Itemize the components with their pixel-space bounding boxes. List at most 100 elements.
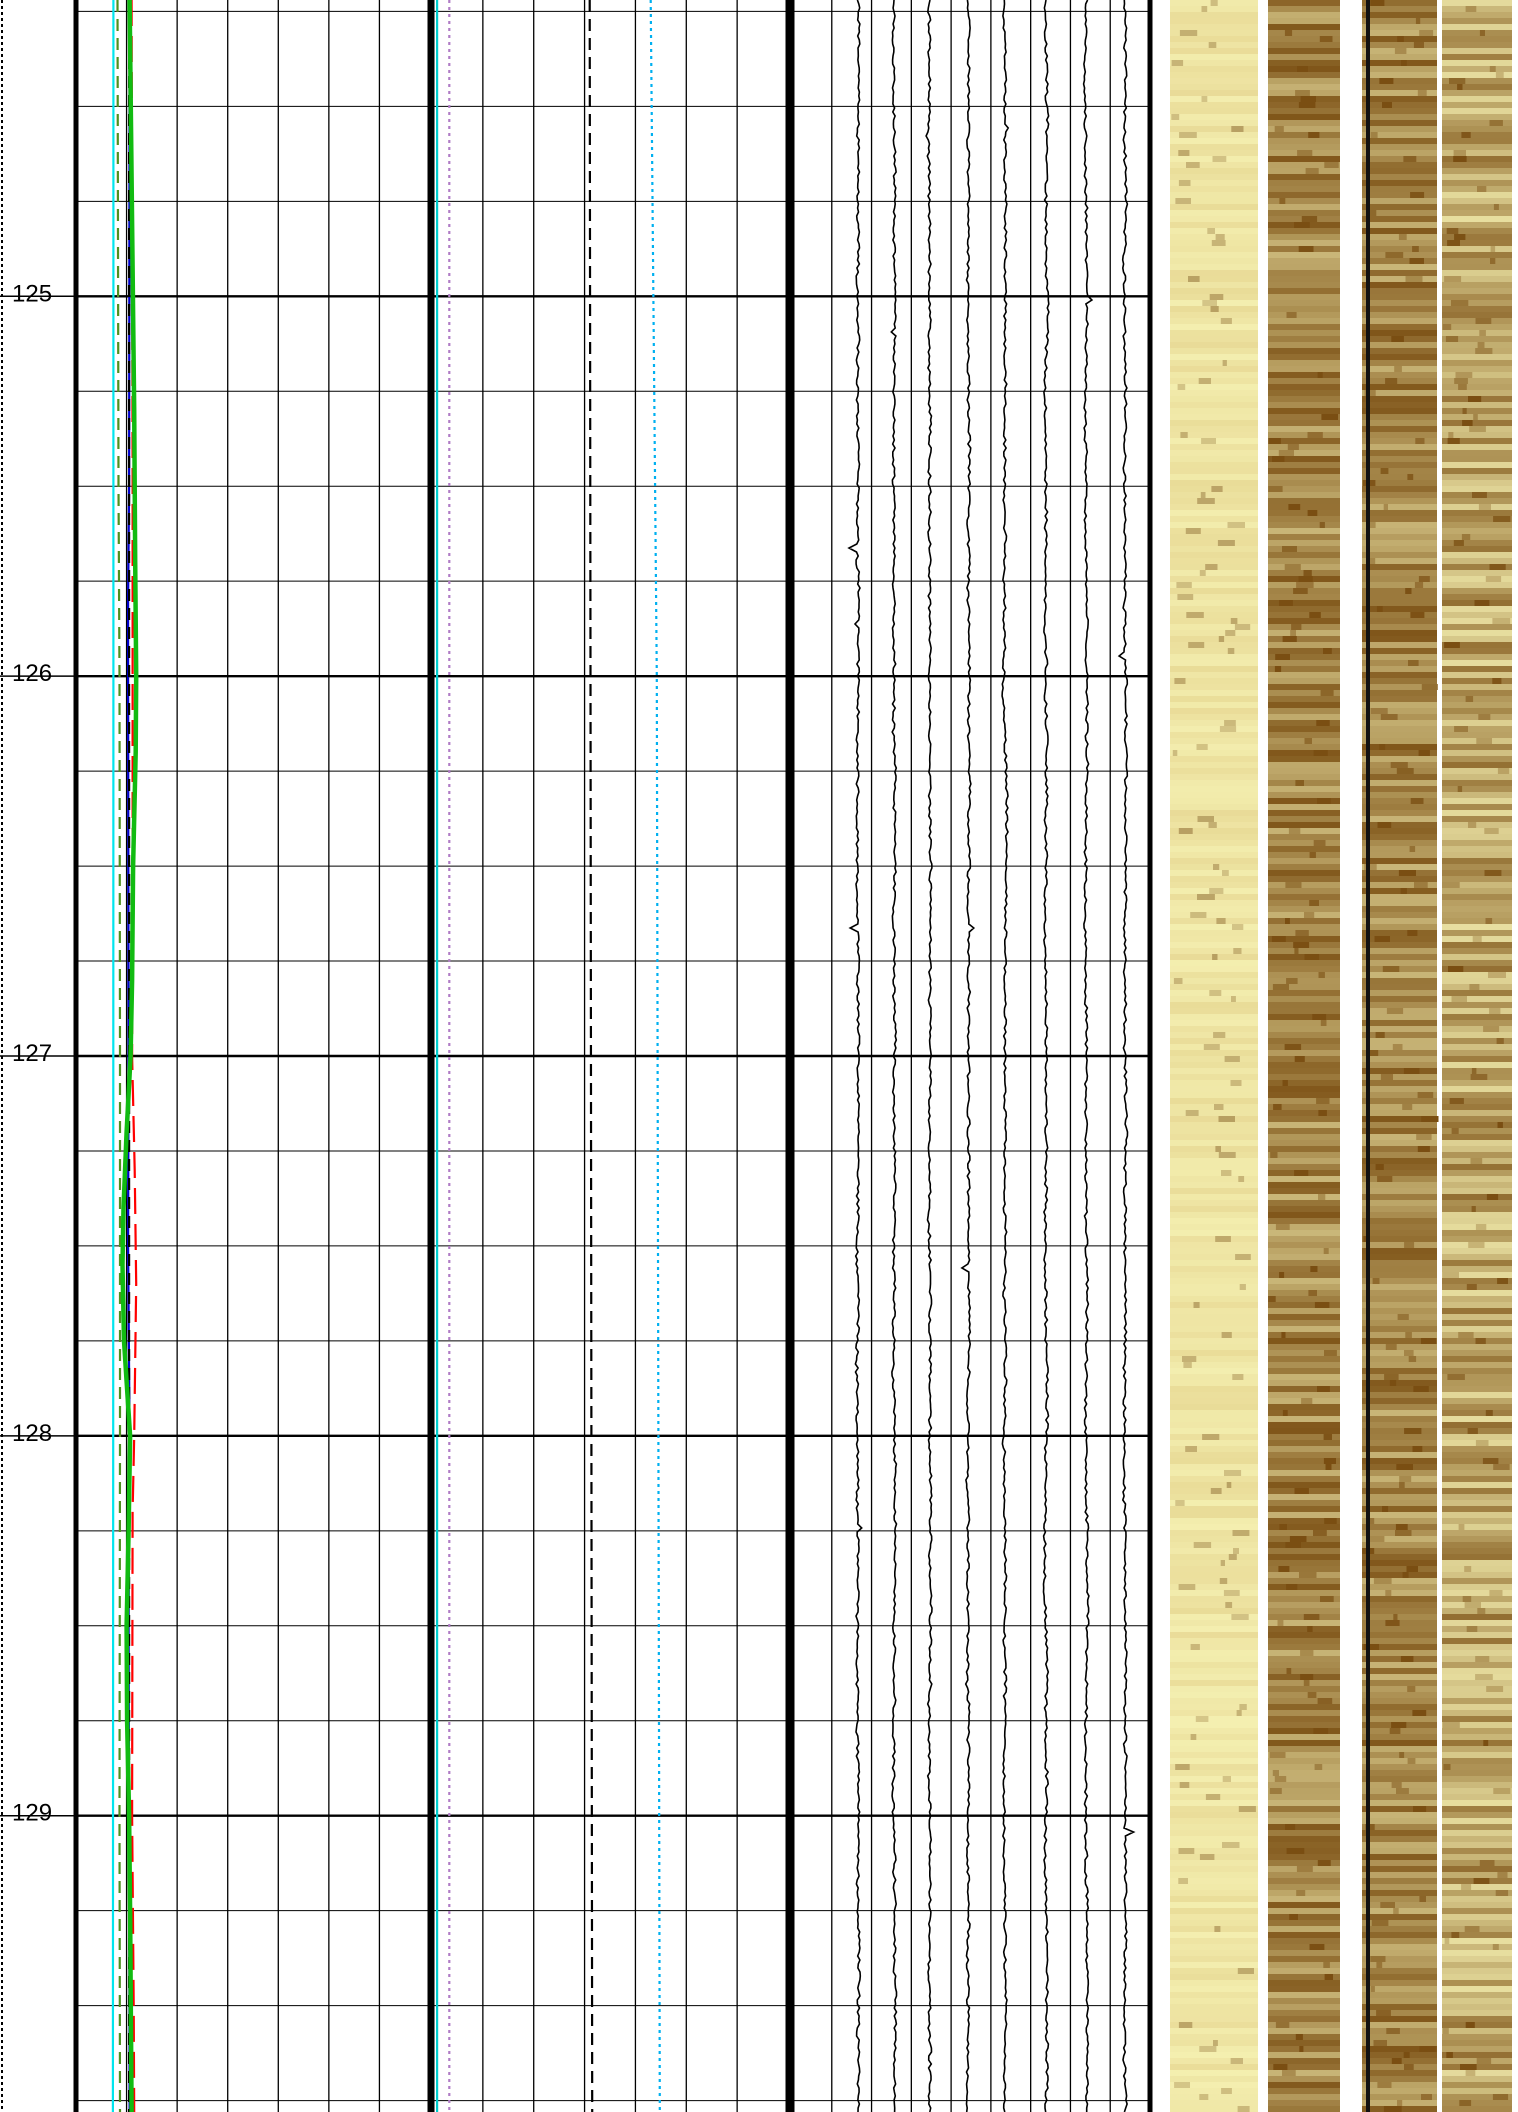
image-band (1170, 1584, 1258, 1590)
image-band (1442, 924, 1512, 930)
image-fleck (1385, 1620, 1400, 1626)
image-fleck (1285, 882, 1302, 888)
image-fleck (1453, 156, 1467, 162)
image-band (1442, 288, 1512, 294)
image-band (1442, 1902, 1512, 1908)
image-band (1362, 12, 1437, 18)
image-fleck (1442, 882, 1460, 888)
image-band (1362, 1368, 1437, 1374)
image-fleck (1317, 1860, 1331, 1866)
image-band (1268, 300, 1340, 306)
image-band (1268, 684, 1340, 690)
image-band (1170, 1692, 1258, 1698)
image-band (1268, 1602, 1340, 1608)
image-band (1442, 534, 1512, 540)
image-band (1170, 1494, 1258, 1500)
image-band (1442, 1560, 1512, 1566)
image-fleck (1486, 1194, 1499, 1200)
image-band (1362, 522, 1437, 528)
image-band (1442, 1764, 1512, 1770)
image-band (1362, 504, 1437, 510)
image-fleck (1308, 1290, 1317, 1296)
image-band (1442, 1290, 1512, 1296)
image-fleck (1227, 648, 1235, 654)
image-band (1442, 1590, 1512, 1596)
image-band (1362, 1398, 1437, 1404)
image-band (1170, 744, 1258, 750)
image-band (1268, 864, 1340, 870)
image-fleck (1213, 864, 1220, 870)
image-band (1442, 888, 1512, 894)
track-3-trace-4 (1001, 0, 1010, 2112)
image-band (1362, 1644, 1437, 1650)
image-band (1170, 1530, 1258, 1536)
image-band (1170, 660, 1258, 666)
image-band (1170, 1416, 1258, 1422)
image-fleck (1484, 870, 1502, 876)
image-band (1442, 1722, 1512, 1728)
image-band (1268, 1944, 1340, 1950)
image-band (1442, 1134, 1512, 1140)
image-band (1268, 1548, 1340, 1554)
image-band (1362, 816, 1437, 822)
image-band (1362, 1218, 1437, 1224)
image-band (1442, 930, 1512, 936)
image-band (1170, 1200, 1258, 1206)
image-band (1268, 438, 1340, 444)
image-band (1362, 42, 1437, 48)
image-band (1442, 138, 1512, 144)
image-band (1362, 1932, 1437, 1938)
image-band (1362, 774, 1437, 780)
image-band (1170, 276, 1258, 282)
image-band (1362, 1578, 1437, 1584)
image-band (1362, 1716, 1437, 1722)
image-fleck (1286, 1668, 1292, 1674)
image-band (1268, 210, 1340, 216)
image-band (1170, 1536, 1258, 1542)
image-fleck (1377, 822, 1392, 828)
image-band (1442, 2082, 1512, 2088)
image-fleck (1390, 762, 1408, 768)
image-band (1362, 186, 1437, 192)
image-band (1362, 396, 1437, 402)
image-band (1442, 1740, 1512, 1746)
image-band (1362, 96, 1437, 102)
image-band (1268, 1992, 1340, 1998)
image-band (1170, 1470, 1258, 1476)
image-band (1362, 78, 1437, 84)
image-band (1442, 336, 1512, 342)
image-band (1442, 240, 1512, 246)
image-fleck (1238, 1806, 1256, 1812)
image-band (1170, 2100, 1258, 2106)
image-band (1442, 1446, 1512, 1452)
image-band (1170, 312, 1258, 318)
image-band (1362, 102, 1437, 108)
image-fleck (1279, 1524, 1287, 1530)
image-band (1442, 1020, 1512, 1026)
image-band (1268, 1242, 1340, 1248)
image-fleck (1193, 1542, 1212, 1548)
image-fleck (1446, 228, 1459, 234)
image-band (1170, 996, 1258, 1002)
image-band (1442, 1092, 1512, 1098)
image-band (1442, 714, 1512, 720)
image-band (1268, 0, 1340, 6)
image-band (1362, 960, 1437, 966)
image-band (1170, 1140, 1258, 1146)
image-fleck (1282, 2070, 1296, 2076)
image-band (1170, 858, 1258, 864)
image-band (1442, 1062, 1512, 1068)
image-band (1362, 408, 1437, 414)
image-fleck (1462, 420, 1473, 426)
image-band (1362, 1014, 1437, 1020)
image-band (1362, 732, 1437, 738)
image-band (1268, 1176, 1340, 1182)
image-band (1362, 798, 1437, 804)
image-band (1170, 1620, 1258, 1626)
image-band (1362, 1602, 1437, 1608)
image-band (1442, 474, 1512, 480)
image-band (1268, 6, 1340, 12)
image-band (1442, 1116, 1512, 1122)
image-band (1170, 1704, 1258, 1710)
image-band (1170, 1806, 1258, 1812)
